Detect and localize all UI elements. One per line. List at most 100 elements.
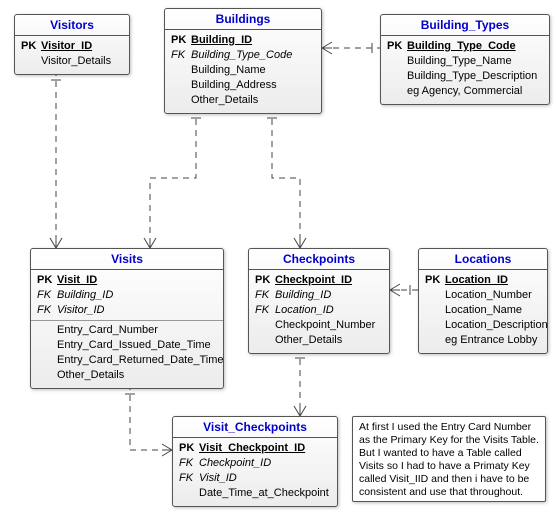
attr-row: Location_Name	[425, 303, 541, 318]
key-marker: FK	[37, 303, 57, 318]
key-marker: PK	[179, 441, 199, 456]
attr-row: Visitor_Details	[21, 54, 123, 69]
entity-building_types: Building_TypesPKBuilding_Type_CodeBuildi…	[380, 14, 550, 105]
attr-row: Other_Details	[37, 368, 217, 383]
attr-row: PKVisit_Checkpoint_ID	[179, 441, 331, 456]
entity-buildings: BuildingsPKBuilding_IDFKBuilding_Type_Co…	[164, 8, 322, 114]
entity-title: Visits	[31, 249, 223, 270]
entity-body: PKBuilding_Type_CodeBuilding_Type_NameBu…	[381, 36, 549, 104]
attr-row: FKVisit_ID	[179, 471, 331, 486]
attr-row: Building_Address	[171, 78, 315, 93]
checkpoints-to-visit_checkpoints	[294, 348, 306, 416]
entity-title: Buildings	[165, 9, 321, 30]
attr-row: PKBuilding_ID	[171, 33, 315, 48]
entity-title: Visit_Checkpoints	[173, 417, 337, 438]
key-marker	[425, 333, 445, 348]
crowfoot-icon	[294, 238, 306, 248]
key-marker: PK	[255, 273, 275, 288]
entity-title: Building_Types	[381, 15, 549, 36]
entity-visits: VisitsPKVisit_IDFKBuilding_IDFKVisitor_I…	[30, 248, 224, 389]
attr-row: Entry_Card_Issued_Date_Time	[37, 338, 217, 353]
attr-name: Building_Type_Name	[407, 54, 543, 69]
entity-title: Checkpoints	[249, 249, 389, 270]
attr-row: FKCheckpoint_ID	[179, 456, 331, 471]
attr-row: Entry_Card_Returned_Date_Time	[37, 353, 217, 368]
attr-name: Entry_Card_Number	[57, 323, 217, 338]
attr-name: Checkpoint_ID	[199, 456, 331, 471]
key-marker	[255, 318, 275, 333]
design-note: At first I used the Entry Card Number as…	[352, 416, 546, 502]
attr-row: FKVisitor_ID	[37, 303, 217, 318]
entity-body: PKCheckpoint_IDFKBuilding_IDFKLocation_I…	[249, 270, 389, 353]
attr-row: Entry_Card_Number	[37, 323, 217, 338]
key-marker	[255, 333, 275, 348]
entity-title: Locations	[419, 249, 547, 270]
attr-name: Visit_ID	[57, 273, 217, 288]
attr-row: Checkpoint_Number	[255, 318, 383, 333]
attr-row: PKVisit_ID	[37, 273, 217, 288]
attr-name: Building_Name	[191, 63, 315, 78]
attr-name: Other_Details	[57, 368, 217, 383]
entity-body: PKVisit_IDFKBuilding_IDFKVisitor_IDEntry…	[31, 270, 223, 388]
key-marker	[179, 486, 199, 501]
attr-name: Visitor_Details	[41, 54, 123, 69]
attr-name: Other_Details	[191, 93, 315, 108]
attr-name: Visitor_ID	[57, 303, 217, 318]
key-marker	[387, 54, 407, 69]
checkpoints-to-locations	[390, 284, 418, 296]
crowfoot-icon	[162, 444, 172, 456]
key-marker: FK	[255, 288, 275, 303]
attr-name: Building_ID	[275, 288, 383, 303]
attr-name: Building_Type_Code	[407, 39, 543, 54]
attr-row: Location_Number	[425, 288, 541, 303]
note-line: as the Primary Key for the Visits Table.	[359, 434, 539, 447]
entity-body: PKBuilding_IDFKBuilding_Type_CodeBuildin…	[165, 30, 321, 113]
crowfoot-icon	[294, 406, 306, 416]
attr-row: PKBuilding_Type_Code	[387, 39, 543, 54]
key-marker	[387, 84, 407, 99]
attr-row: eg Entrance Lobby	[425, 333, 541, 348]
key-marker	[37, 353, 57, 368]
key-marker	[425, 288, 445, 303]
attr-row: PKVisitor_ID	[21, 39, 123, 54]
key-marker: FK	[37, 288, 57, 303]
attr-row: eg Agency, Commercial	[387, 84, 543, 99]
attr-name: eg Agency, Commercial	[407, 84, 543, 99]
attr-divider	[31, 320, 223, 321]
entity-visitors: VisitorsPKVisitor_IDVisitor_Details	[14, 14, 130, 75]
entity-body: PKLocation_IDLocation_NumberLocation_Nam…	[419, 270, 547, 353]
entity-body: PKVisitor_IDVisitor_Details	[15, 36, 129, 74]
entity-title: Visitors	[15, 15, 129, 36]
attr-name: Date_Time_at_Checkpoint	[199, 486, 331, 501]
entity-locations: LocationsPKLocation_IDLocation_NumberLoc…	[418, 248, 548, 354]
buildings-to-checkpoints	[267, 108, 306, 248]
buildings-to-visits	[144, 108, 201, 248]
attr-row: PKLocation_ID	[425, 273, 541, 288]
attr-name: Building_ID	[191, 33, 315, 48]
entity-body: PKVisit_Checkpoint_IDFKCheckpoint_IDFKVi…	[173, 438, 337, 506]
attr-name: Building_Type_Code	[191, 48, 315, 63]
key-marker	[171, 78, 191, 93]
key-marker: FK	[171, 48, 191, 63]
key-marker	[425, 303, 445, 318]
key-marker: FK	[179, 456, 199, 471]
attr-name: Location_ID	[275, 303, 383, 318]
crowfoot-icon	[390, 284, 400, 296]
attr-row: Location_Description	[425, 318, 541, 333]
attr-name: Entry_Card_Issued_Date_Time	[57, 338, 217, 353]
buildings-to-building_types	[322, 42, 380, 54]
attr-name: Visit_Checkpoint_ID	[199, 441, 331, 456]
attr-name: Checkpoint_Number	[275, 318, 383, 333]
attr-row: Other_Details	[255, 333, 383, 348]
attr-row: Other_Details	[171, 93, 315, 108]
note-line: But I wanted to have a Table called	[359, 447, 539, 460]
key-marker: PK	[37, 273, 57, 288]
attr-name: Other_Details	[275, 333, 383, 348]
entity-checkpoints: CheckpointsPKCheckpoint_IDFKBuilding_IDF…	[248, 248, 390, 354]
attr-name: Building_Address	[191, 78, 315, 93]
key-marker	[387, 69, 407, 84]
attr-row: FKLocation_ID	[255, 303, 383, 318]
attr-row: PKCheckpoint_ID	[255, 273, 383, 288]
key-marker	[21, 54, 41, 69]
crowfoot-icon	[144, 238, 156, 248]
